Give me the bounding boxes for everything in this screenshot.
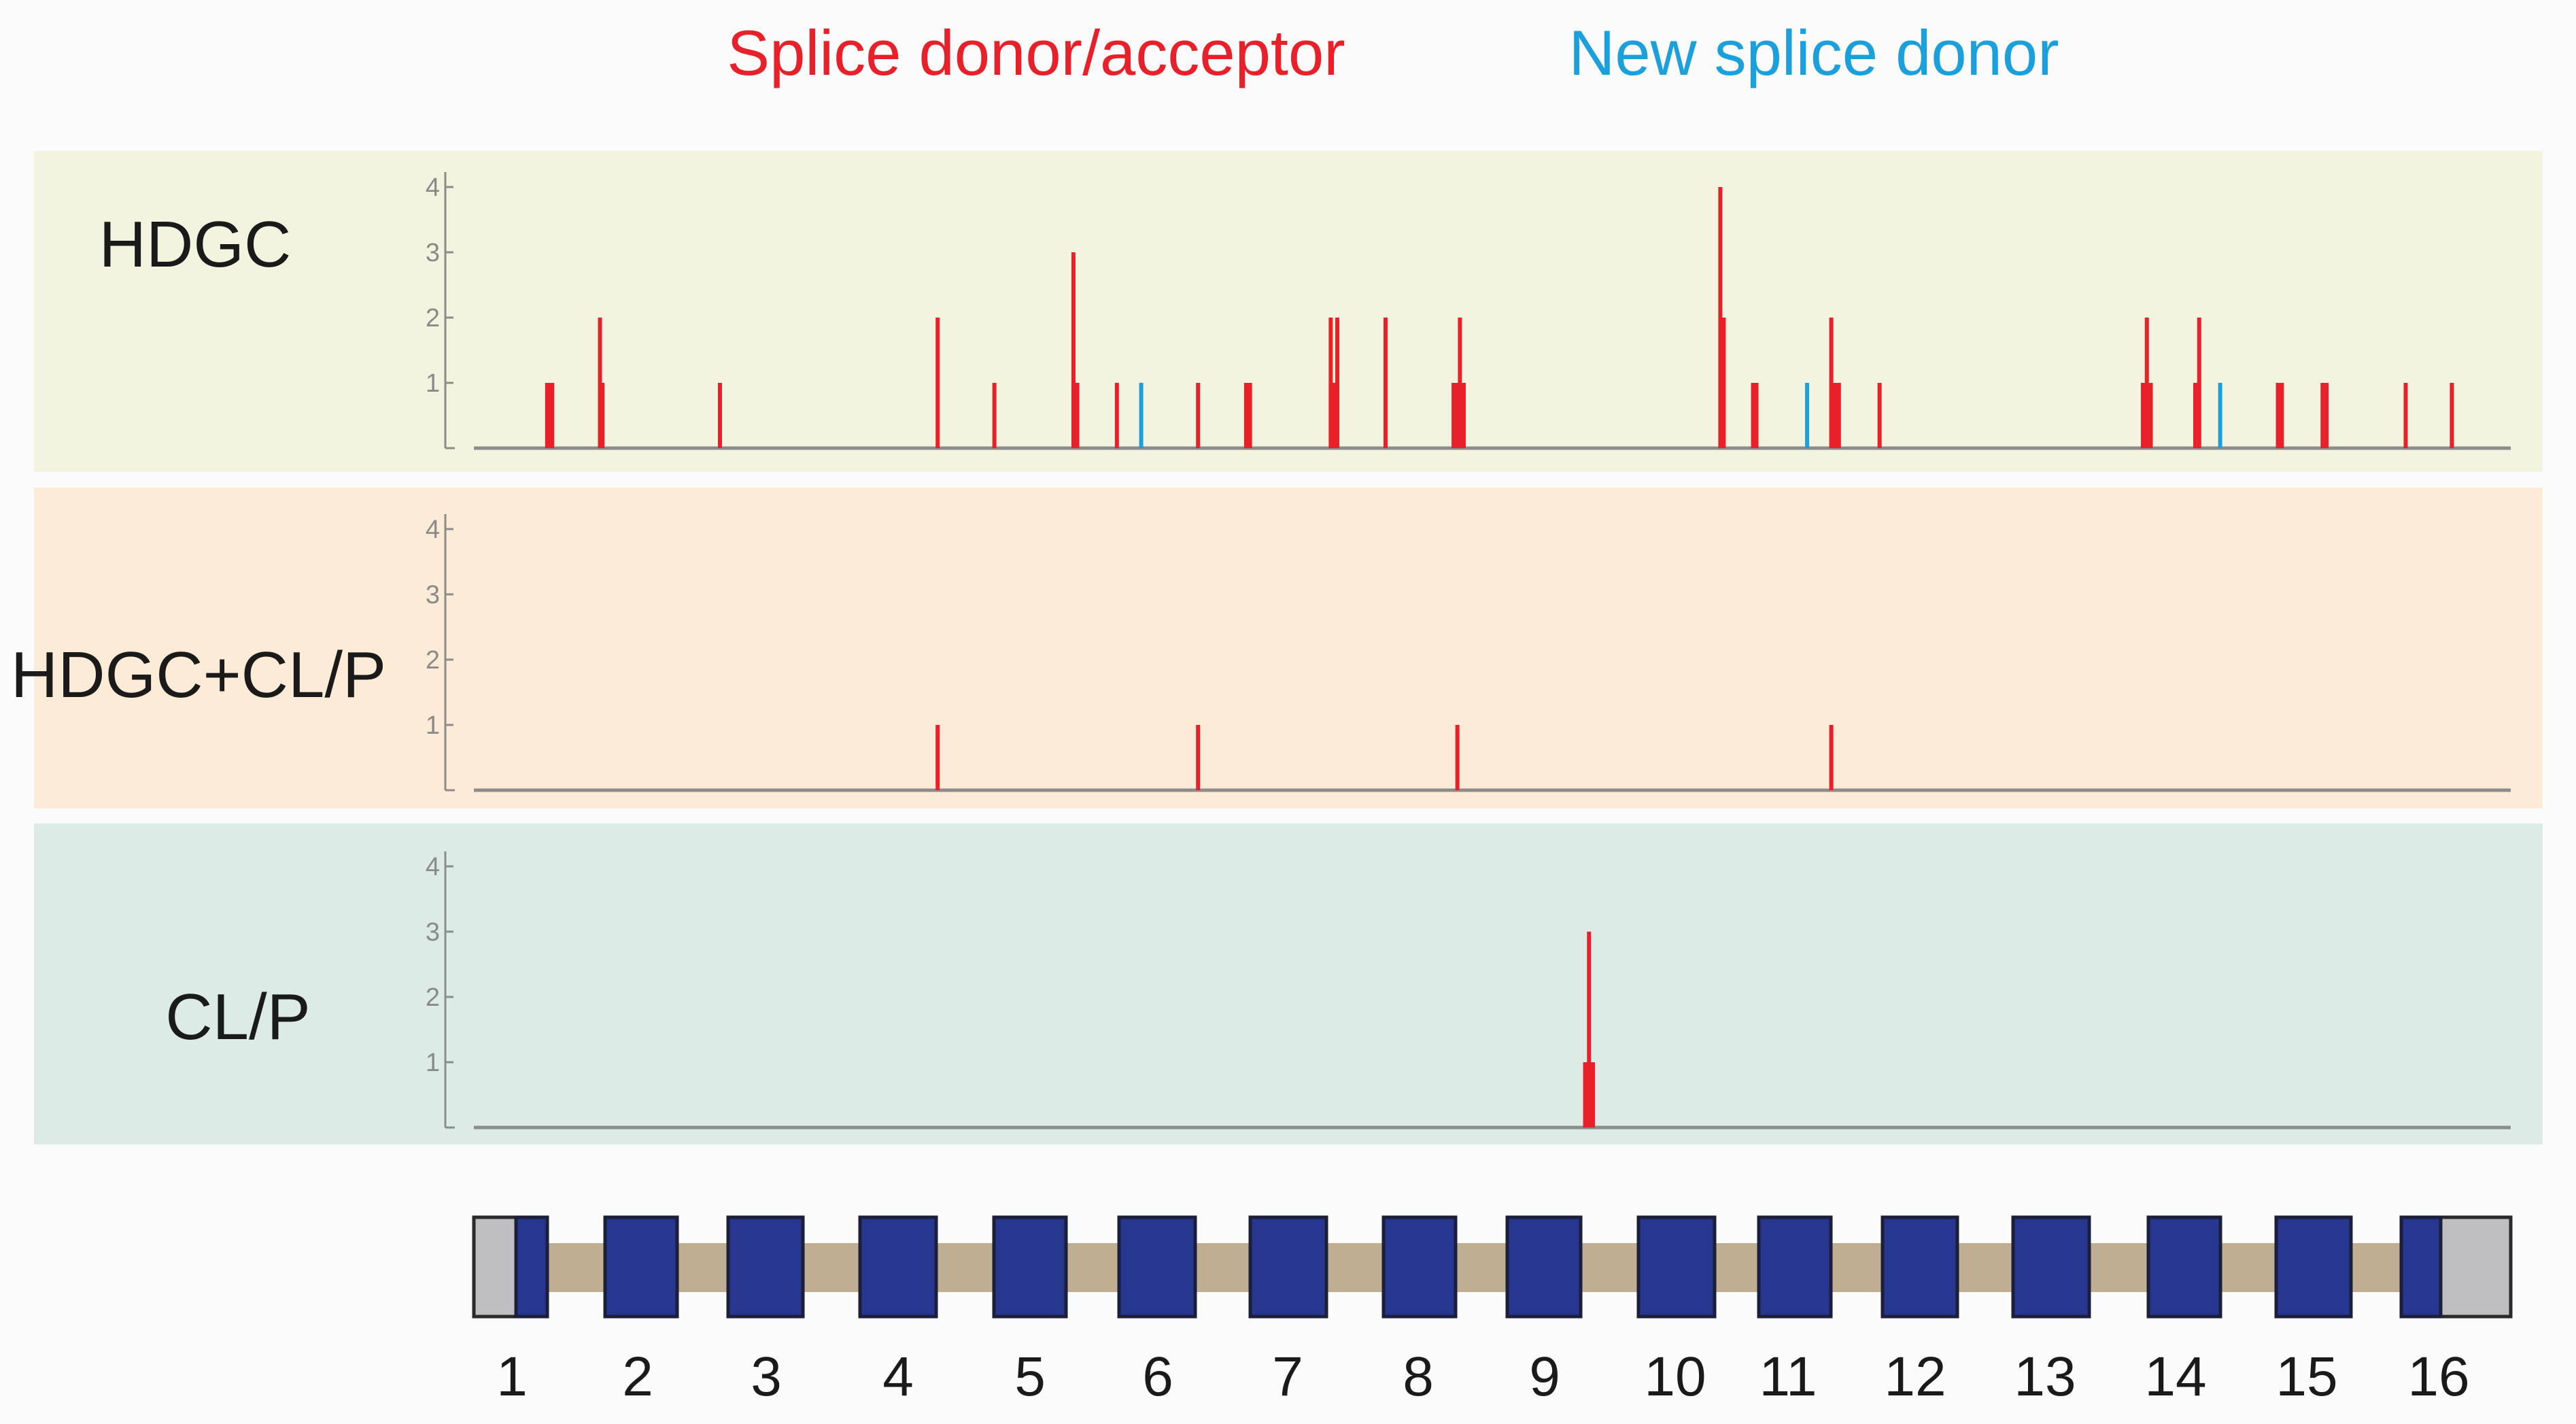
- exon-label: 4: [882, 1346, 914, 1408]
- exon-label: 8: [1403, 1346, 1434, 1408]
- y-tick-label: 4: [426, 173, 440, 202]
- exon-label: 6: [1142, 1346, 1173, 1408]
- track-background-clp: [34, 824, 2543, 1145]
- exon-label: 16: [2407, 1346, 2469, 1408]
- exon-box: [2011, 1215, 2091, 1319]
- track-background-hdgc-clp: [34, 488, 2543, 809]
- exon-label: 15: [2276, 1346, 2337, 1408]
- exon-box: [2146, 1215, 2222, 1319]
- y-tick-label: 1: [426, 1049, 440, 1077]
- exon-box: [726, 1215, 805, 1319]
- exon-box: [1248, 1215, 1328, 1319]
- y-tick-label: 4: [426, 515, 440, 544]
- y-tick-label: 3: [426, 239, 440, 267]
- exon-label: 5: [1014, 1346, 1046, 1408]
- track-background-hdgc: [34, 151, 2543, 472]
- track-label-clp: CL/P: [165, 981, 310, 1053]
- y-tick-label: 1: [426, 369, 440, 398]
- exon-box: [1881, 1215, 1959, 1319]
- exon-box: [1636, 1215, 1717, 1319]
- exon-box: [1757, 1215, 1833, 1319]
- gene-model: 1 2 3 4 5 6 7 8 9 10 11 12 13 14 15 16: [472, 1215, 2513, 1408]
- y-tick-label: 4: [426, 853, 440, 881]
- exon-box: [1505, 1215, 1583, 1319]
- legend-new-splice-donor: New splice donor: [1568, 17, 2059, 88]
- y-tick-label: 3: [426, 918, 440, 947]
- exon-label: 10: [1644, 1346, 1706, 1408]
- track-label-hdgc: HDGC: [99, 208, 292, 281]
- exon-box: [992, 1215, 1068, 1319]
- exon-label: 12: [1884, 1346, 1946, 1408]
- exon-label: 14: [2144, 1346, 2206, 1408]
- plot-layer: 1 2 3 4 1 2 3 4 1 2 3 4: [426, 172, 2511, 1130]
- exon-box: [514, 1215, 549, 1319]
- exon-box: [603, 1215, 679, 1319]
- exon-label: 1: [496, 1346, 528, 1408]
- exon-label: 2: [622, 1346, 653, 1408]
- track-label-hdgc-clp: HDGC+CL/P: [11, 639, 386, 711]
- y-tick-label: 2: [426, 983, 440, 1012]
- exon-label: 9: [1529, 1346, 1560, 1408]
- legend-splice-donor-acceptor: Splice donor/acceptor: [727, 17, 1345, 88]
- y-tick-label: 3: [426, 581, 440, 609]
- utr-3-box: [2439, 1215, 2513, 1319]
- exon-label: 13: [2014, 1346, 2076, 1408]
- exon-box: [2274, 1215, 2353, 1319]
- exon-label: 11: [1759, 1346, 1817, 1408]
- exon-box: [2399, 1215, 2443, 1319]
- y-tick-label: 1: [426, 711, 440, 740]
- exon-box: [858, 1215, 938, 1319]
- exon-box: [1117, 1215, 1197, 1319]
- exon-box: [1381, 1215, 1458, 1319]
- exon-label: 3: [751, 1346, 782, 1408]
- exon-label: 7: [1272, 1346, 1303, 1408]
- y-tick-label: 2: [426, 304, 440, 333]
- utr-5-box: [472, 1215, 518, 1319]
- y-tick-label: 2: [426, 646, 440, 675]
